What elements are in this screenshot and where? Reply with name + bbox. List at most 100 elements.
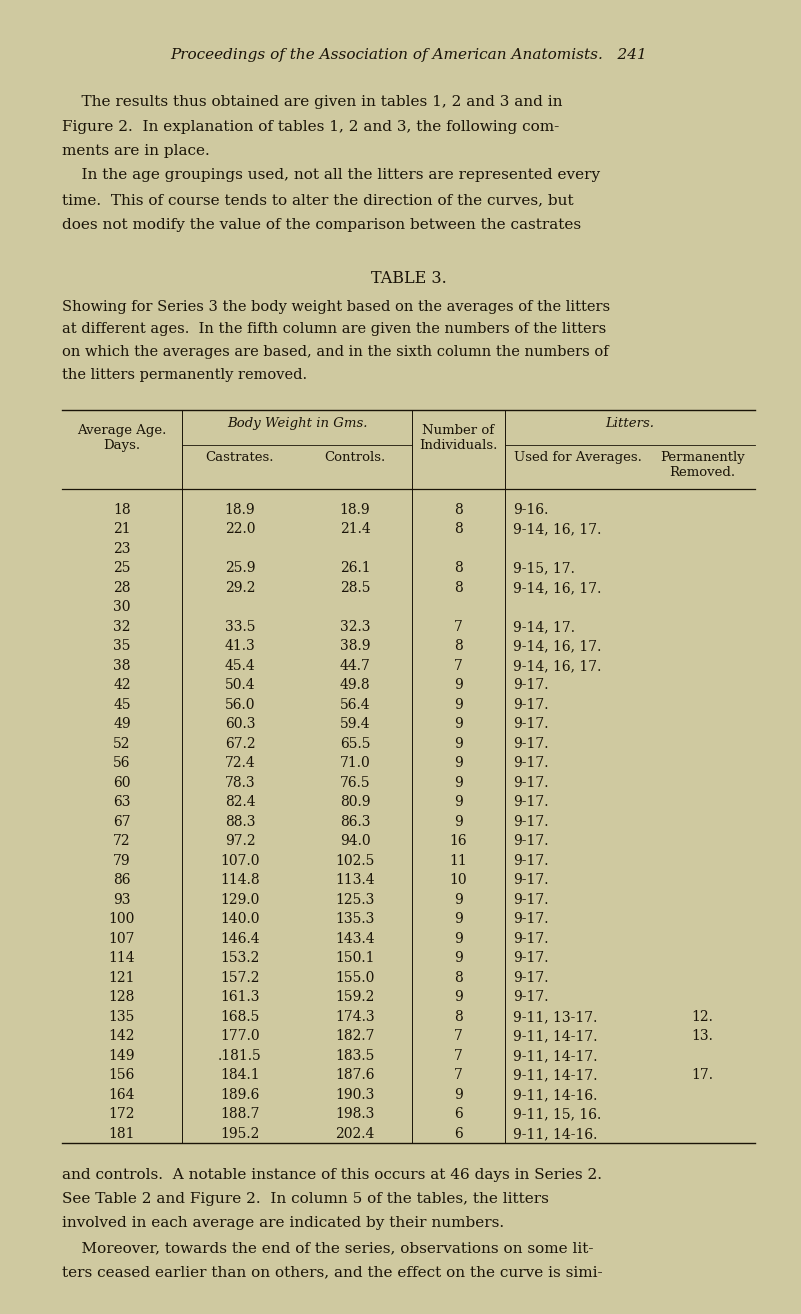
Text: does not modify the value of the comparison between the castrates: does not modify the value of the compari… [62, 218, 581, 231]
Text: 9-11, 14-17.: 9-11, 14-17. [513, 1068, 598, 1083]
Text: 60: 60 [113, 777, 131, 790]
Text: 190.3: 190.3 [336, 1088, 375, 1102]
Text: 156: 156 [109, 1068, 135, 1083]
Text: 9: 9 [454, 777, 463, 790]
Text: 187.6: 187.6 [336, 1068, 375, 1083]
Text: 9-17.: 9-17. [513, 795, 549, 809]
Text: 121: 121 [109, 971, 135, 986]
Text: 94.0: 94.0 [340, 834, 370, 849]
Text: 114: 114 [109, 951, 135, 966]
Text: 9-17.: 9-17. [513, 951, 549, 966]
Text: 16: 16 [449, 834, 467, 849]
Text: 9: 9 [454, 912, 463, 926]
Text: 7: 7 [454, 1029, 463, 1043]
Text: 143.4: 143.4 [335, 932, 375, 946]
Text: 9-15, 17.: 9-15, 17. [513, 561, 575, 576]
Text: 9: 9 [454, 932, 463, 946]
Text: 9-17.: 9-17. [513, 678, 549, 692]
Text: 28: 28 [113, 581, 131, 595]
Text: 25: 25 [113, 561, 131, 576]
Text: Number of
Individuals.: Number of Individuals. [419, 424, 497, 452]
Text: Body Weight in Gms.: Body Weight in Gms. [227, 417, 367, 430]
Text: Used for Averages.: Used for Averages. [513, 451, 642, 464]
Text: Litters.: Litters. [606, 417, 654, 430]
Text: 168.5: 168.5 [220, 1010, 260, 1024]
Text: 181: 181 [109, 1127, 135, 1141]
Text: 161.3: 161.3 [220, 991, 260, 1004]
Text: 9-17.: 9-17. [513, 991, 549, 1004]
Text: 9: 9 [454, 717, 463, 732]
Text: Castrates.: Castrates. [206, 451, 274, 464]
Text: 6: 6 [454, 1127, 463, 1141]
Text: on which the averages are based, and in the sixth column the numbers of: on which the averages are based, and in … [62, 346, 609, 359]
Text: 49.8: 49.8 [340, 678, 370, 692]
Text: 8: 8 [454, 971, 463, 986]
Text: 125.3: 125.3 [336, 894, 375, 907]
Text: 45.4: 45.4 [224, 660, 256, 673]
Text: ments are in place.: ments are in place. [62, 145, 210, 158]
Text: 9-14, 16, 17.: 9-14, 16, 17. [513, 581, 602, 595]
Text: 18.9: 18.9 [340, 503, 370, 516]
Text: Permanently
Removed.: Permanently Removed. [660, 451, 745, 480]
Text: 9-14, 16, 17.: 9-14, 16, 17. [513, 523, 602, 536]
Text: 8: 8 [454, 523, 463, 536]
Text: 174.3: 174.3 [335, 1010, 375, 1024]
Text: 38: 38 [113, 660, 131, 673]
Text: 7: 7 [454, 620, 463, 633]
Text: Showing for Series 3 the body weight based on the averages of the litters: Showing for Series 3 the body weight bas… [62, 300, 610, 314]
Text: involved in each average are indicated by their numbers.: involved in each average are indicated b… [62, 1217, 504, 1230]
Text: 183.5: 183.5 [336, 1049, 375, 1063]
Text: 172: 172 [109, 1108, 135, 1122]
Text: 159.2: 159.2 [336, 991, 375, 1004]
Text: 7: 7 [454, 1068, 463, 1083]
Text: .181.5: .181.5 [218, 1049, 262, 1063]
Text: 56.4: 56.4 [340, 698, 370, 712]
Text: 146.4: 146.4 [220, 932, 260, 946]
Text: 9-17.: 9-17. [513, 854, 549, 869]
Text: 67.2: 67.2 [225, 737, 256, 752]
Text: and controls.  A notable instance of this occurs at 46 days in Series 2.: and controls. A notable instance of this… [62, 1168, 602, 1181]
Text: 9-17.: 9-17. [513, 737, 549, 752]
Text: 82.4: 82.4 [225, 795, 256, 809]
Text: 182.7: 182.7 [336, 1029, 375, 1043]
Text: 113.4: 113.4 [335, 874, 375, 887]
Text: 198.3: 198.3 [336, 1108, 375, 1122]
Text: 9-17.: 9-17. [513, 894, 549, 907]
Text: 129.0: 129.0 [220, 894, 260, 907]
Text: The results thus obtained are given in tables 1, 2 and 3 and in: The results thus obtained are given in t… [62, 95, 562, 109]
Text: 6: 6 [454, 1108, 463, 1122]
Text: 59.4: 59.4 [340, 717, 370, 732]
Text: 9-17.: 9-17. [513, 815, 549, 829]
Text: 56: 56 [113, 757, 131, 770]
Text: 9-17.: 9-17. [513, 912, 549, 926]
Text: ters ceased earlier than on others, and the effect on the curve is simi-: ters ceased earlier than on others, and … [62, 1265, 602, 1280]
Text: 9-14, 17.: 9-14, 17. [513, 620, 575, 633]
Text: 33.5: 33.5 [225, 620, 256, 633]
Text: 52: 52 [113, 737, 131, 752]
Text: 32.3: 32.3 [340, 620, 370, 633]
Text: 60.3: 60.3 [225, 717, 256, 732]
Text: 44.7: 44.7 [340, 660, 370, 673]
Text: 184.1: 184.1 [220, 1068, 260, 1083]
Text: 153.2: 153.2 [220, 951, 260, 966]
Text: TABLE 3.: TABLE 3. [371, 269, 446, 286]
Text: time.  This of course tends to alter the direction of the curves, but: time. This of course tends to alter the … [62, 193, 574, 208]
Text: 9-17.: 9-17. [513, 757, 549, 770]
Text: Controls.: Controls. [324, 451, 385, 464]
Text: 150.1: 150.1 [336, 951, 375, 966]
Text: 17.: 17. [691, 1068, 714, 1083]
Text: 35: 35 [113, 640, 131, 653]
Text: 45: 45 [113, 698, 131, 712]
Text: 9-17.: 9-17. [513, 971, 549, 986]
Text: 9-17.: 9-17. [513, 834, 549, 849]
Text: 8: 8 [454, 640, 463, 653]
Text: 11: 11 [449, 854, 467, 869]
Text: 67: 67 [113, 815, 131, 829]
Text: 107.0: 107.0 [220, 854, 260, 869]
Text: 157.2: 157.2 [220, 971, 260, 986]
Text: 13.: 13. [691, 1029, 714, 1043]
Text: 128: 128 [109, 991, 135, 1004]
Text: 72: 72 [113, 834, 131, 849]
Text: Moreover, towards the end of the series, observations on some lit-: Moreover, towards the end of the series,… [62, 1240, 594, 1255]
Text: 107: 107 [109, 932, 135, 946]
